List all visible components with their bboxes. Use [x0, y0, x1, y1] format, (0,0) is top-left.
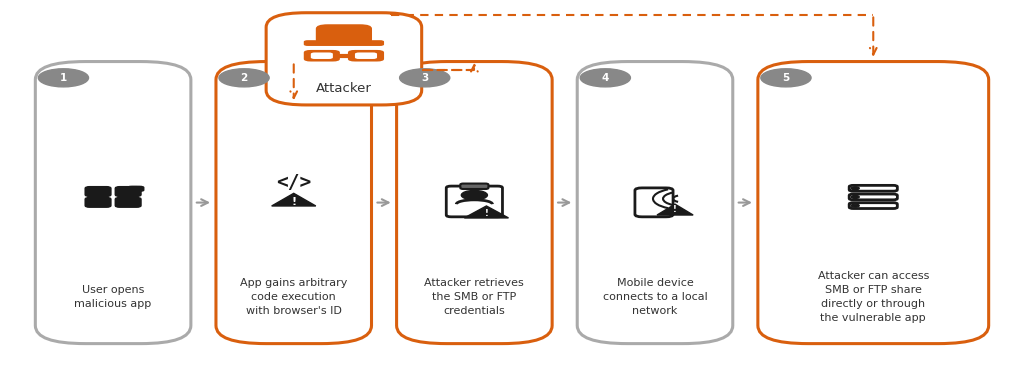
- FancyBboxPatch shape: [127, 186, 144, 192]
- FancyBboxPatch shape: [116, 187, 140, 196]
- FancyBboxPatch shape: [355, 52, 377, 59]
- Text: 3: 3: [421, 73, 428, 83]
- FancyBboxPatch shape: [578, 62, 733, 344]
- Circle shape: [851, 204, 859, 207]
- Text: </>: </>: [276, 173, 311, 192]
- FancyBboxPatch shape: [304, 40, 384, 46]
- Text: 1: 1: [59, 73, 67, 83]
- Circle shape: [462, 190, 487, 200]
- Polygon shape: [464, 206, 509, 218]
- Text: !: !: [484, 209, 488, 218]
- Circle shape: [851, 187, 859, 190]
- Circle shape: [219, 69, 269, 87]
- FancyBboxPatch shape: [635, 188, 673, 217]
- Text: App gains arbitrary
code execution
with browser's ID: App gains arbitrary code execution with …: [240, 277, 347, 315]
- Text: 2: 2: [241, 73, 248, 83]
- Text: 4: 4: [602, 73, 609, 83]
- FancyBboxPatch shape: [116, 198, 140, 207]
- FancyBboxPatch shape: [86, 187, 111, 196]
- FancyBboxPatch shape: [266, 13, 422, 105]
- FancyBboxPatch shape: [216, 62, 372, 344]
- FancyBboxPatch shape: [348, 50, 384, 62]
- FancyBboxPatch shape: [446, 186, 503, 217]
- Circle shape: [761, 69, 811, 87]
- FancyBboxPatch shape: [849, 194, 897, 200]
- FancyBboxPatch shape: [315, 24, 372, 44]
- Polygon shape: [657, 204, 693, 215]
- Circle shape: [399, 69, 450, 87]
- Circle shape: [851, 196, 859, 199]
- Text: Attacker: Attacker: [316, 82, 372, 95]
- Circle shape: [38, 69, 88, 87]
- Text: Attacker retrieves
the SMB or FTP
credentials: Attacker retrieves the SMB or FTP creden…: [425, 277, 524, 315]
- FancyBboxPatch shape: [461, 183, 488, 189]
- FancyBboxPatch shape: [304, 50, 340, 62]
- Text: Attacker can access
SMB or FTP share
directly or through
the vulnerable app: Attacker can access SMB or FTP share dir…: [817, 270, 929, 323]
- FancyBboxPatch shape: [849, 185, 897, 191]
- Text: User opens
malicious app: User opens malicious app: [75, 284, 152, 308]
- FancyBboxPatch shape: [86, 198, 111, 207]
- Circle shape: [581, 69, 631, 87]
- FancyBboxPatch shape: [849, 203, 897, 208]
- Text: !: !: [673, 205, 677, 214]
- Text: Mobile device
connects to a local
network: Mobile device connects to a local networ…: [603, 277, 708, 315]
- Text: !: !: [291, 197, 296, 207]
- FancyBboxPatch shape: [311, 52, 333, 59]
- FancyBboxPatch shape: [758, 62, 989, 344]
- Polygon shape: [271, 193, 315, 206]
- Text: 5: 5: [782, 73, 790, 83]
- FancyBboxPatch shape: [35, 62, 190, 344]
- FancyBboxPatch shape: [396, 62, 552, 344]
